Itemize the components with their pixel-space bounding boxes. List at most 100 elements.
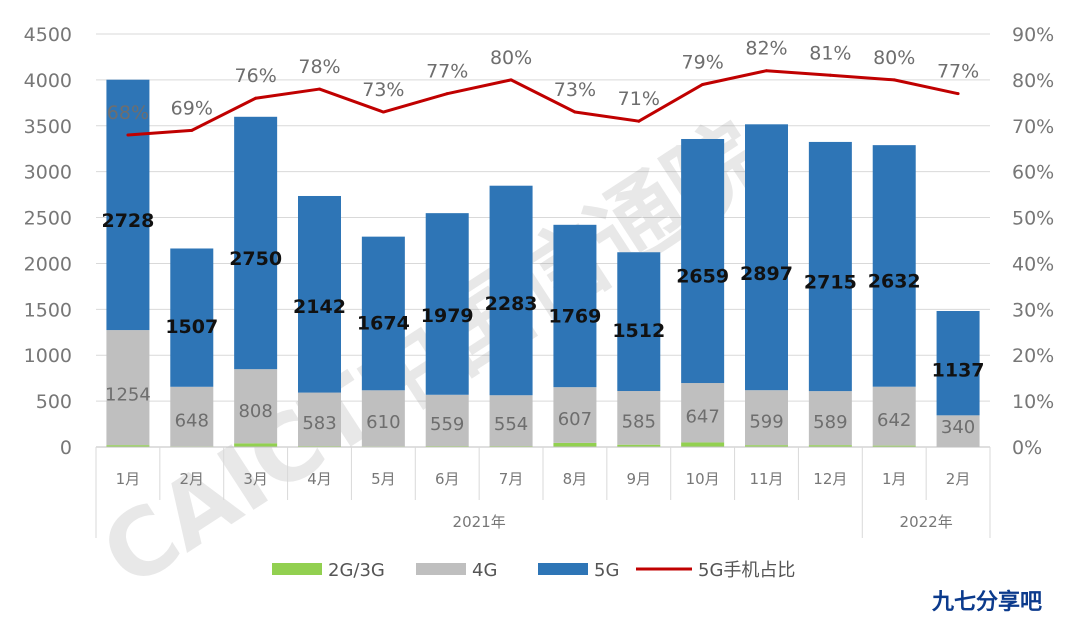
x-category-label: 7月 xyxy=(499,470,524,488)
data-label-5g: 1507 xyxy=(165,316,218,338)
data-label-share: 82% xyxy=(745,38,787,60)
x-category-label: 9月 xyxy=(627,470,652,488)
y2-tick-label: 80% xyxy=(1012,70,1054,92)
legend-swatch xyxy=(416,563,466,575)
x-category-label: 10月 xyxy=(686,470,720,488)
data-label-5g: 1137 xyxy=(932,359,985,381)
data-label-4g: 599 xyxy=(749,411,783,432)
y2-tick-label: 60% xyxy=(1012,162,1054,184)
x-category-label: 6月 xyxy=(435,470,460,488)
data-label-5g: 2142 xyxy=(293,296,346,318)
line-point xyxy=(126,133,129,136)
x-group-label: 2022年 xyxy=(900,513,953,531)
line-point xyxy=(957,92,960,95)
data-label-5g: 2750 xyxy=(229,248,282,270)
data-label-share: 77% xyxy=(937,61,979,83)
legend-swatch xyxy=(272,563,322,575)
line-point xyxy=(701,83,704,86)
data-label-5g: 2283 xyxy=(485,293,538,315)
data-label-share: 76% xyxy=(235,65,277,87)
line-point xyxy=(382,111,385,114)
bar-5g xyxy=(873,145,916,387)
x-group-label: 2021年 xyxy=(453,513,506,531)
bar-5g xyxy=(809,142,852,391)
data-label-share: 79% xyxy=(682,51,724,73)
data-label-4g: 559 xyxy=(430,414,464,435)
bar-2g-3g xyxy=(553,443,596,447)
line-point xyxy=(190,129,193,132)
data-label-5g: 1512 xyxy=(612,320,665,342)
data-label-5g: 2897 xyxy=(740,263,793,285)
data-label-4g: 648 xyxy=(175,411,209,432)
bar-5g xyxy=(298,196,341,393)
data-label-5g: 2632 xyxy=(868,270,921,292)
data-label-4g: 642 xyxy=(877,410,911,431)
data-label-share: 73% xyxy=(554,79,596,101)
y-tick-label: 4000 xyxy=(24,70,72,92)
line-point xyxy=(446,92,449,95)
legend-label: 2G/3G xyxy=(328,560,385,581)
x-category-label: 4月 xyxy=(307,470,332,488)
line-point xyxy=(573,111,576,114)
x-category-label: 2月 xyxy=(946,470,971,488)
bar-5g xyxy=(745,124,788,390)
data-label-4g: 340 xyxy=(941,417,975,438)
line-point xyxy=(765,69,768,72)
y-tick-label: 4500 xyxy=(24,24,72,46)
x-category-label: 1月 xyxy=(882,470,907,488)
data-label-5g: 2728 xyxy=(101,210,154,232)
data-label-4g: 554 xyxy=(494,414,528,435)
y-tick-label: 3500 xyxy=(24,116,72,138)
y-tick-label: 500 xyxy=(36,391,72,413)
x-category-label: 5月 xyxy=(371,470,396,488)
x-category-label: 2月 xyxy=(180,470,205,488)
line-point xyxy=(893,78,896,81)
x-category-label: 3月 xyxy=(243,470,268,488)
y-tick-label: 1500 xyxy=(24,299,72,321)
data-label-4g: 589 xyxy=(813,412,847,433)
data-label-4g: 607 xyxy=(558,409,592,430)
bar-5g xyxy=(490,186,533,396)
bar-5g xyxy=(234,117,277,369)
data-label-share: 77% xyxy=(426,61,468,83)
data-label-share: 80% xyxy=(490,47,532,69)
x-category-label: 12月 xyxy=(813,470,847,488)
y-tick-label: 0 xyxy=(60,437,72,459)
bar-2g-3g xyxy=(681,442,724,447)
data-label-5g: 2659 xyxy=(676,266,729,288)
data-label-4g: 583 xyxy=(302,413,336,434)
data-label-4g: 1254 xyxy=(105,384,151,405)
y2-tick-label: 0% xyxy=(1012,437,1042,459)
y2-tick-label: 30% xyxy=(1012,299,1054,321)
y2-tick-label: 90% xyxy=(1012,24,1054,46)
brand-logo: 九七分享吧 xyxy=(931,589,1042,615)
data-label-share: 80% xyxy=(873,47,915,69)
x-category-label: 11月 xyxy=(749,470,783,488)
data-label-share: 68% xyxy=(107,102,149,124)
y-tick-label: 2500 xyxy=(24,208,72,230)
data-label-4g: 647 xyxy=(685,407,719,428)
y-tick-label: 3000 xyxy=(24,162,72,184)
y2-tick-label: 20% xyxy=(1012,345,1054,367)
line-point xyxy=(637,120,640,123)
line-point xyxy=(318,88,321,91)
y-tick-label: 1000 xyxy=(24,345,72,367)
data-label-5g: 1979 xyxy=(421,305,474,327)
x-category-label: 8月 xyxy=(563,470,588,488)
data-label-4g: 808 xyxy=(238,401,272,422)
bar-2g-3g xyxy=(234,443,277,447)
data-label-share: 81% xyxy=(809,42,851,64)
y-tick-label: 2000 xyxy=(24,253,72,275)
line-point xyxy=(829,74,832,77)
data-label-5g: 2715 xyxy=(804,271,857,293)
data-label-5g: 1674 xyxy=(357,313,410,335)
legend-label: 5G手机占比 xyxy=(698,560,795,581)
data-label-4g: 585 xyxy=(622,412,656,433)
data-label-share: 73% xyxy=(362,79,404,101)
y2-tick-label: 50% xyxy=(1012,208,1054,230)
bar-5g xyxy=(681,139,724,383)
data-label-4g: 610 xyxy=(366,412,400,433)
legend-label: 4G xyxy=(472,560,497,581)
